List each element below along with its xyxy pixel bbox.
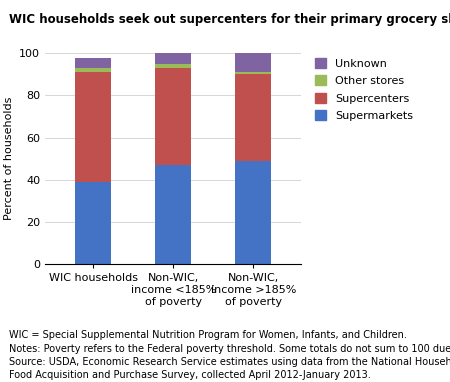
Text: WIC households seek out supercenters for their primary grocery shopping: WIC households seek out supercenters for… [9,13,450,26]
Bar [235,53,271,72]
Bar [75,72,111,181]
Bar [155,53,191,64]
Bar [235,72,271,74]
Legend: Unknown, Other stores, Supercenters, Supermarkets: Unknown, Other stores, Supercenters, Sup… [310,53,418,125]
Bar [235,160,271,264]
Text: WIC = Special Supplemental Nutrition Program for Women, Infants, and Children.
N: WIC = Special Supplemental Nutrition Pro… [9,330,450,380]
Bar [235,74,271,160]
Bar [75,68,111,72]
Bar [75,181,111,264]
Bar [155,165,191,264]
Y-axis label: Percent of households: Percent of households [4,97,13,220]
Bar [75,58,111,68]
Bar [155,64,191,68]
Bar [155,68,191,165]
